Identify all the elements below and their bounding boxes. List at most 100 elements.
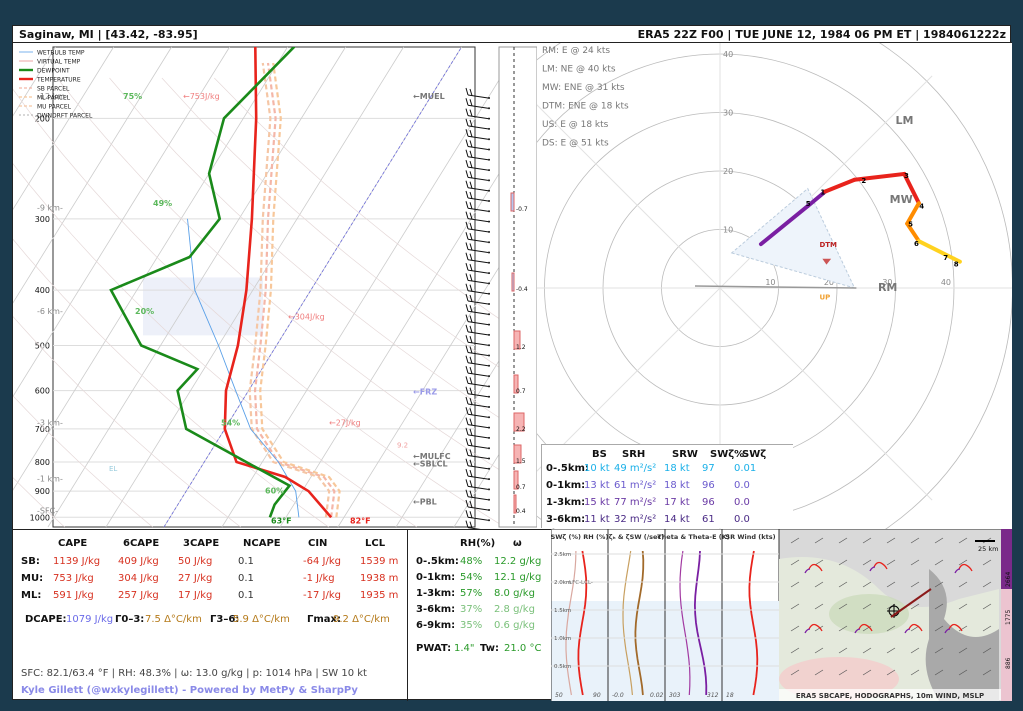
wind-barb-dot [488,138,490,141]
thermo-cell: 17 J/kg [178,590,213,601]
wind-barb-dot [488,179,490,182]
hodo-marker-label: UP [819,294,830,302]
moist-col-header: RH(%) [460,538,496,549]
map-wind-barb [982,669,992,676]
profile-ylabel: 1.0km [554,636,571,642]
legend-entry: DEWPOINT [37,68,70,75]
hodo-segment [823,177,857,194]
inflow-value: -0.4 [516,286,528,293]
hodo-height-label: 3 [904,172,909,180]
wind-barb [467,228,489,233]
moist-cell: 8.0 g/kg [494,588,535,599]
shear-row-label: 3-6km: [546,514,586,525]
wind-barb-flag [465,407,469,415]
wind-barb [467,475,489,480]
pressure-tick-label: 300 [35,215,50,224]
hodo-ring-label: 20 [824,278,834,287]
thermo-cell: 50 J/kg [178,556,213,567]
level-annotation: ←FRZ [413,388,437,397]
profile-ylabel: 2.0km [554,580,571,586]
moist-cell: 48% [460,556,483,567]
wind-barb-dot [488,251,490,254]
lapse-value: 7.5 Δ°C/km [145,614,202,625]
hodo-motion-text: DS: E @ 51 kts [542,139,609,149]
sounding-figure: Saginaw, MI | [43.42, -83.95] ERA5 22Z F… [12,25,1012,701]
inflow-bar [513,470,519,490]
height-label: -SFC- [37,507,58,516]
thermo-row-label: MU: [21,573,44,584]
inflow-value: 0.4 [516,508,526,515]
wind-barb-flag [469,160,473,168]
wind-barb-flag [465,190,469,199]
mini-hodograph [954,568,961,574]
profile-title: Theta & Theta-E (K) [657,533,730,541]
thermo-table: CAPE 6CAPE 3CAPE NCAPE CIN LCL SB: 1139 J/kg 409… [13,529,408,701]
shear-cell: 0.0 [734,480,750,491]
wind-barb-flag [465,180,469,188]
map-wind-barb [790,647,800,654]
skew-t-plot: 2003004005006007008009001000−20−10010203… [13,46,537,529]
map-wind-barb [838,647,848,654]
moist-col-header: ω [513,538,522,549]
map-wind-barb [910,603,920,610]
wind-barb-dot [488,498,490,501]
hodo-height-label: 8 [954,260,959,268]
wind-barb-dot [488,488,490,491]
wind-barb-flag [469,511,473,519]
profile-trace-secondary [565,550,577,696]
wind-barb-flag [465,489,469,497]
map-wind-barb [790,625,800,632]
shear-cell: 18 kt [664,480,690,491]
wind-barb-flag [465,314,469,322]
map-wind-barb [790,559,800,566]
wind-barb-flag [465,448,469,456]
hodo-segment [905,201,921,226]
lapse-label: Γ0–3: [115,614,145,625]
thermo-col-header: LCL [365,538,386,549]
inflow-bar [510,192,515,212]
pressure-tick-label: 800 [35,458,50,467]
map-wind-barb [862,603,872,610]
profile-ylabel: 1.5km [554,608,571,614]
wind-barb [467,259,489,264]
hodo-height-label: 4 [919,203,924,211]
wind-barb-flag [469,418,473,426]
pressure-tick-label: 900 [35,487,50,496]
wind-barb [467,187,489,192]
shear-col-header: SWζ [742,449,767,460]
wind-barb-flag [469,130,473,137]
wind-barb-flag [469,439,473,446]
profile-xtick: 50 [555,692,563,699]
wind-barb-dot [488,189,490,192]
profile-ylabel: 2.5km [554,552,571,558]
wind-barb-dot [488,364,490,367]
hodo-motion-text: LM: NE @ 40 kts [542,65,616,75]
wind-barb-dot [488,241,490,244]
moist-extra-value: 1.4" [454,643,475,654]
wind-barb [467,465,489,470]
thermo-col-header: 3CAPE [183,538,220,549]
height-label: -1 km- [37,474,63,483]
legend-entry: TEMPERATURE [36,77,81,84]
hodo-segment [805,189,828,209]
hodo-ring-label: 30 [882,278,892,287]
map-wind-barb [862,537,872,544]
isotherm [13,46,230,398]
inflow-bar [513,494,517,514]
skewt-traces [109,47,462,527]
skewt-frame [52,46,476,528]
shear-cell: 13 kt [584,480,610,491]
thermo-row-label: ML: [21,590,42,601]
map-wind-barb [934,603,944,610]
thermo-col-header: 6CAPE [123,538,160,549]
wind-barb-flag [465,376,469,384]
wind-barb-flag [465,468,469,477]
scale-label: 25 km [978,545,998,553]
wind-barb-dot [488,395,490,398]
mini-hodograph [808,563,823,572]
credit-line: Kyle Gillett (@wxkylegillett) - Powered … [21,685,358,696]
mini-hodograph [869,566,876,572]
thermo-cell: 1938 m [360,573,399,584]
map-wind-barb [910,647,920,654]
pressure-tick-label: 1000 [30,513,50,522]
